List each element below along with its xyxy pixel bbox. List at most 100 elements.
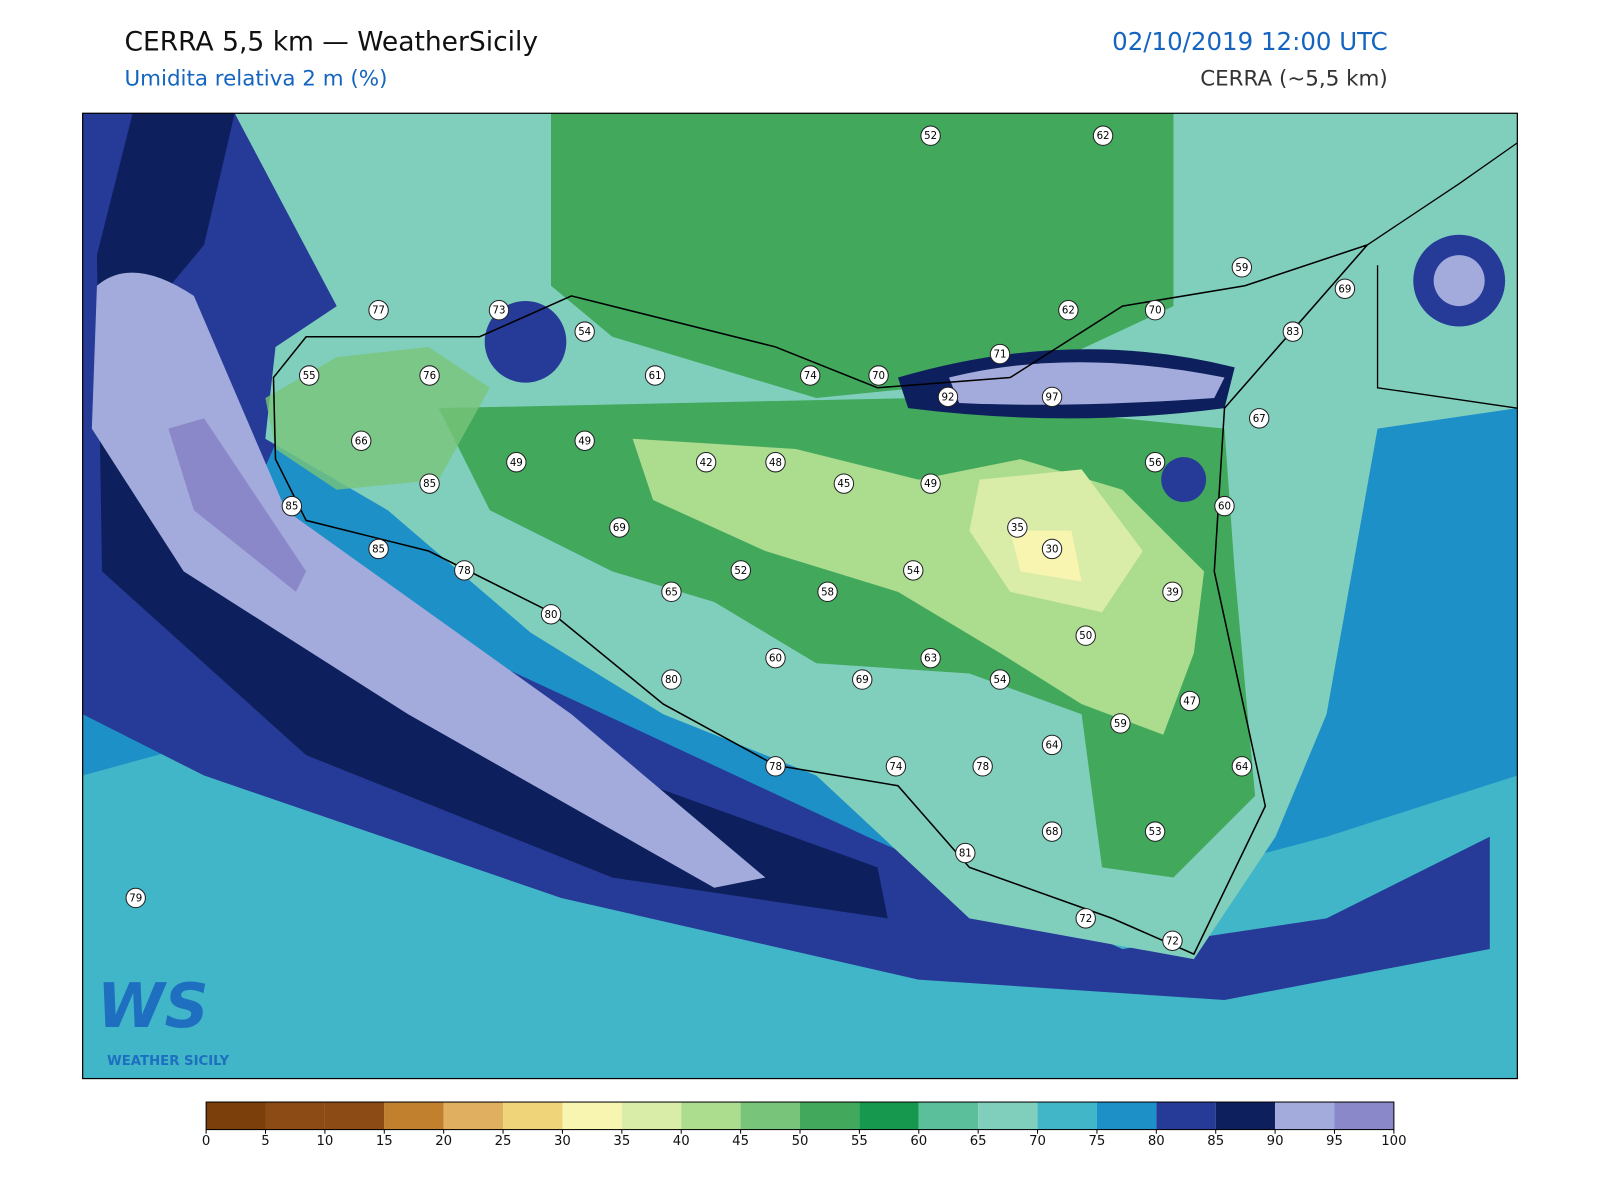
- station: 69: [1334, 278, 1356, 299]
- station-marker: [419, 473, 440, 494]
- station-value: 71: [994, 350, 1007, 361]
- colorbar-cell: [1275, 1102, 1335, 1130]
- station-marker: [1007, 517, 1028, 538]
- station: 70: [868, 365, 889, 386]
- station-marker: [765, 647, 786, 669]
- station-marker: [852, 669, 873, 690]
- station: 54: [903, 560, 924, 581]
- station: 67: [1248, 408, 1270, 429]
- station: 73: [488, 300, 510, 321]
- station-marker: [1231, 756, 1253, 777]
- station: 52: [920, 125, 941, 146]
- colorbar-tick-label: 0: [202, 1134, 210, 1149]
- station-marker: [955, 842, 976, 864]
- station: 53: [1144, 821, 1166, 842]
- station: 72: [1075, 908, 1096, 929]
- colorbar-tick-label: 55: [851, 1134, 868, 1149]
- colorbar-tick-label: 50: [792, 1134, 809, 1149]
- station-marker: [661, 669, 682, 690]
- station-value: 69: [1338, 284, 1351, 295]
- station: 78: [972, 756, 993, 777]
- colorbar-cell: [384, 1102, 444, 1130]
- colorbar-cell: [1096, 1102, 1157, 1130]
- station-value: 78: [976, 762, 989, 773]
- station-marker: [1075, 625, 1096, 646]
- station-marker: [937, 386, 959, 408]
- station-value: 62: [1097, 131, 1110, 142]
- colorbar-tick-label: 20: [435, 1134, 452, 1149]
- station: 81: [955, 842, 976, 864]
- colorbar-cell: [740, 1102, 800, 1130]
- datetime: 02/10/2019 12:00 UTC: [1112, 27, 1388, 56]
- station-marker: [1144, 300, 1166, 321]
- station-value: 77: [372, 306, 385, 317]
- colorbar-tick-label: 90: [1267, 1134, 1284, 1149]
- station-marker: [506, 452, 527, 473]
- station: 85: [281, 495, 303, 517]
- station: 83: [1282, 321, 1304, 342]
- colorbar-cell: [918, 1102, 979, 1130]
- station: 69: [609, 517, 630, 538]
- station: 56: [1144, 452, 1166, 473]
- map: WS WEATHER SICILY 52 62 59 69 77 73 54 62 70 83 71…: [82, 113, 1518, 1079]
- station-marker: [125, 887, 146, 909]
- colorbar-cell: [265, 1102, 325, 1130]
- station-marker: [1162, 581, 1183, 603]
- colorbar-cell: [206, 1102, 266, 1130]
- colorbar-tick-label: 70: [1029, 1134, 1046, 1149]
- station-value: 72: [1166, 936, 1179, 947]
- station-marker: [885, 756, 907, 777]
- station-value: 69: [856, 675, 869, 686]
- station-value: 49: [924, 479, 937, 490]
- station: 74: [800, 365, 821, 386]
- colorbar-tick-label: 25: [495, 1134, 512, 1149]
- station-value: 48: [769, 458, 782, 469]
- station: 71: [989, 343, 1011, 365]
- station-marker: [765, 452, 786, 473]
- model: CERRA (~5,5 km): [1200, 67, 1388, 92]
- station-value: 54: [994, 675, 1007, 686]
- station-marker: [644, 365, 666, 386]
- station-marker: [1092, 125, 1114, 146]
- station: 74: [885, 756, 907, 777]
- station-value: 59: [1235, 263, 1248, 274]
- station: 64: [1041, 734, 1063, 756]
- station-value: 45: [837, 479, 850, 490]
- station-value: 83: [1286, 327, 1299, 338]
- station-value: 60: [769, 654, 782, 665]
- station-value: 64: [1046, 740, 1059, 751]
- station: 49: [506, 452, 527, 473]
- station-value: 85: [285, 502, 298, 513]
- colorbar-cell: [443, 1102, 504, 1130]
- station-marker: [920, 125, 941, 146]
- station-marker: [800, 365, 821, 386]
- station-value: 74: [889, 762, 902, 773]
- station-value: 50: [1079, 631, 1092, 642]
- colorbar-tick-label: 30: [554, 1134, 571, 1149]
- colorbar-cell: [800, 1102, 860, 1130]
- station-marker: [368, 300, 389, 321]
- title: CERRA 5,5 km — WeatherSicily: [124, 26, 538, 57]
- colorbar: 0 5 10 15 20 25 30 35 40 45 50 55 60 65 70 75 80 85 90 95 10…: [202, 1101, 1407, 1149]
- stations: 52 62 59 69 77 73 54 62 70 83 71 55 76 61 74 70 92 97 67 66…: [125, 125, 1356, 952]
- station-value: 30: [1046, 544, 1059, 555]
- station-marker: [989, 669, 1011, 690]
- station-marker: [1075, 908, 1096, 929]
- station-value: 73: [492, 306, 505, 317]
- station-value: 65: [665, 587, 678, 598]
- colorbar-cell: [1334, 1102, 1394, 1130]
- station-marker: [903, 560, 924, 581]
- colorbar-tick-label: 5: [261, 1134, 269, 1149]
- station: 55: [298, 365, 320, 386]
- station-marker: [765, 756, 786, 777]
- station-marker: [1214, 495, 1235, 517]
- station-value: 70: [1149, 306, 1162, 317]
- colorbar-tick-label: 45: [732, 1134, 749, 1149]
- colorbar-tick-label: 15: [376, 1134, 393, 1149]
- station-marker: [298, 365, 320, 386]
- station: 61: [644, 365, 666, 386]
- colorbar-cell: [1156, 1102, 1216, 1130]
- station: 52: [730, 560, 752, 581]
- station: 65: [661, 581, 682, 603]
- station-value: 69: [613, 523, 626, 534]
